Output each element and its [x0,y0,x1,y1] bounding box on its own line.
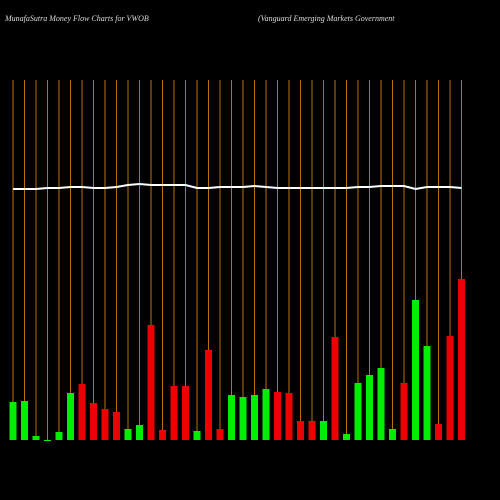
bar [446,336,454,440]
bar [113,412,120,440]
bar [343,434,350,440]
bar [159,430,166,440]
chart-title: MunafaSutra Money Flow Charts for VWOB [4,14,149,23]
bar [377,368,385,440]
bar [136,425,143,440]
bar [90,403,97,440]
bar [262,389,270,440]
bar [124,429,132,440]
bar [400,383,408,440]
bar [101,409,109,440]
bar [423,346,431,440]
bar [331,337,339,440]
bar [9,402,17,440]
bar [320,421,327,440]
bar [389,429,396,440]
chart-subtitle: (Vanguard Emerging Markets Government [258,14,395,23]
bar [297,421,304,440]
bar [170,386,178,440]
bar [354,383,362,440]
bar [32,436,40,440]
bar [239,397,247,440]
bar [274,392,281,440]
bar [21,401,28,440]
bar [458,279,465,440]
bar [44,440,51,441]
bar [78,384,86,440]
money-flow-line [13,182,462,191]
bar [251,395,258,440]
bar [55,432,63,440]
bar [366,375,373,440]
bar [67,393,74,440]
bar [285,393,293,440]
bar [216,429,224,440]
bar [193,431,201,440]
bar [182,386,189,440]
bar [308,421,316,440]
bar [228,395,235,440]
bar [147,325,155,440]
bar [435,424,442,440]
bar [205,350,212,440]
bar [412,300,419,440]
